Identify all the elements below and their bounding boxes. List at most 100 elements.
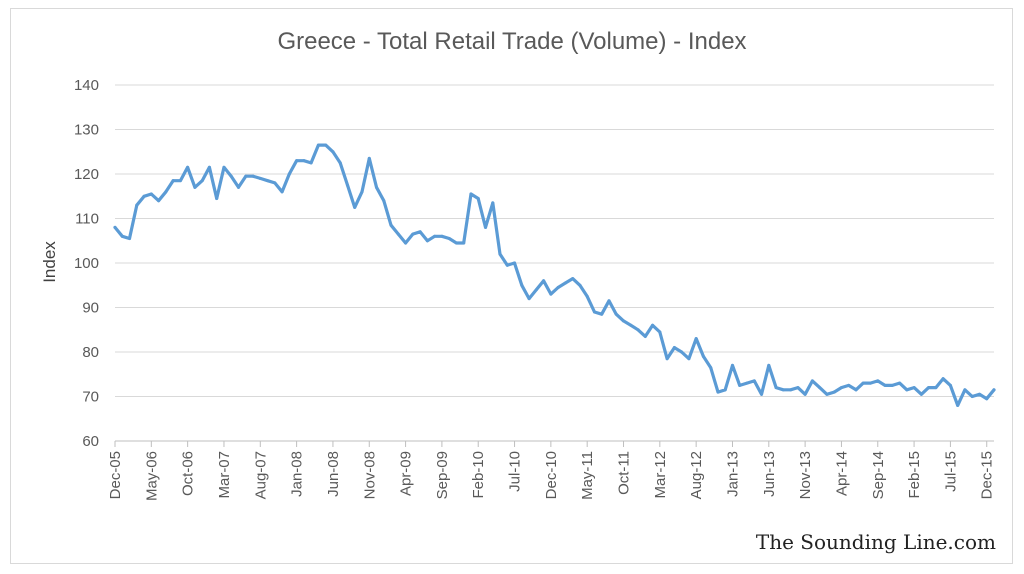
data-point	[469, 192, 473, 196]
data-point	[491, 201, 495, 205]
y-tick-label: 90	[82, 300, 99, 317]
data-point	[476, 196, 480, 200]
data-point	[396, 232, 400, 236]
data-point	[360, 190, 364, 194]
data-point	[730, 363, 734, 367]
data-point	[876, 379, 880, 383]
data-point	[672, 346, 676, 350]
data-point	[985, 397, 989, 401]
data-point	[483, 225, 487, 229]
data-point	[324, 143, 328, 147]
data-point	[425, 239, 429, 243]
data-point	[215, 196, 219, 200]
x-tick-label: Mar-07	[216, 451, 233, 499]
data-point	[592, 310, 596, 314]
x-tick-label: Apr-14	[833, 451, 850, 496]
data-point	[847, 383, 851, 387]
data-points	[113, 143, 996, 407]
data-point	[760, 392, 764, 396]
data-point	[898, 381, 902, 385]
data-point	[977, 392, 981, 396]
chart-title: Greece - Total Retail Trade (Volume) - I…	[277, 28, 747, 55]
data-point	[273, 181, 277, 185]
data-point	[142, 194, 146, 198]
x-tick-label: Dec-15	[979, 451, 996, 499]
chart-frame	[10, 8, 1013, 564]
data-point	[956, 403, 960, 407]
x-tick-label: Feb-10	[470, 451, 487, 499]
y-axis-label: Index	[40, 241, 59, 283]
x-tick-label: Dec-10	[543, 451, 560, 499]
data-point	[636, 328, 640, 332]
data-point	[135, 203, 139, 207]
x-tick-label: Sep-09	[434, 451, 451, 499]
data-point	[854, 388, 858, 392]
data-point	[222, 165, 226, 169]
data-point	[665, 357, 669, 361]
data-point	[585, 294, 589, 298]
x-tick-label: Mar-12	[652, 451, 669, 499]
y-tick-label: 140	[74, 77, 99, 94]
data-point	[941, 377, 945, 381]
data-point	[440, 234, 444, 238]
x-tick-label: Aug-07	[252, 451, 269, 499]
data-point	[229, 174, 233, 178]
data-point	[839, 386, 843, 390]
data-point	[818, 386, 822, 390]
data-point	[520, 283, 524, 287]
data-point	[905, 388, 909, 392]
data-point	[454, 241, 458, 245]
y-tick-label: 80	[82, 344, 99, 361]
y-tick-label: 60	[82, 433, 99, 450]
data-point	[542, 279, 546, 283]
y-tick-label: 120	[74, 166, 99, 183]
data-point	[309, 161, 313, 165]
data-point	[890, 383, 894, 387]
data-point	[709, 366, 713, 370]
data-point	[295, 159, 299, 163]
x-tick-label: Jul-15	[942, 451, 959, 492]
data-point	[934, 386, 938, 390]
data-point	[149, 192, 153, 196]
data-point	[919, 392, 923, 396]
data-point	[382, 199, 386, 203]
data-point	[796, 386, 800, 390]
data-point	[948, 383, 952, 387]
data-point	[752, 379, 756, 383]
data-point	[738, 383, 742, 387]
data-point	[680, 350, 684, 354]
data-point	[534, 288, 538, 292]
data-point	[287, 172, 291, 176]
x-axis-line	[114, 440, 994, 447]
x-tick-label: Jun-08	[325, 451, 342, 497]
data-point	[505, 263, 509, 267]
data-point	[331, 150, 335, 154]
data-point	[912, 386, 916, 390]
data-point	[578, 283, 582, 287]
data-point	[367, 156, 371, 160]
data-point	[353, 205, 357, 209]
data-point	[164, 190, 168, 194]
data-point	[186, 165, 190, 169]
data-point	[178, 179, 182, 183]
x-tick-label: Oct-06	[180, 451, 197, 496]
y-tick-label: 110	[75, 211, 99, 228]
x-tick-label: Aug-12	[688, 451, 705, 499]
data-point	[447, 237, 451, 241]
x-tick-label: Jan-13	[724, 451, 741, 497]
data-point	[970, 395, 974, 398]
data-point	[345, 183, 349, 187]
watermark: The Sounding Line.com	[755, 530, 996, 554]
data-point	[716, 390, 720, 394]
data-point	[375, 185, 379, 189]
data-point	[600, 312, 604, 316]
data-point	[258, 176, 262, 180]
data-point	[418, 230, 422, 234]
data-point	[404, 241, 408, 245]
data-point	[789, 388, 793, 392]
data-point	[767, 363, 771, 367]
data-point	[861, 381, 865, 385]
data-point	[251, 174, 255, 178]
data-point	[527, 297, 531, 301]
